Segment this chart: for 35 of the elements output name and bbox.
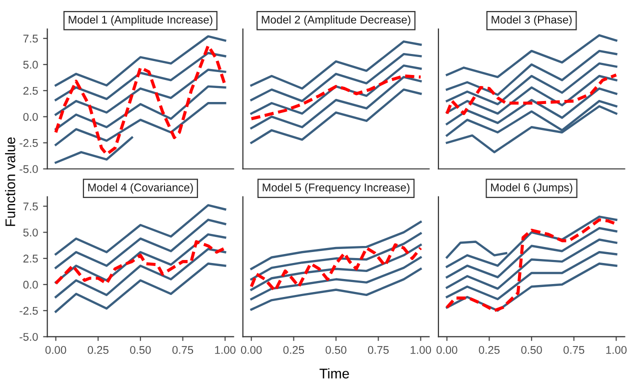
y-tick-label: 7.5 xyxy=(23,34,38,43)
x-tick-label: 1.00 xyxy=(410,346,432,354)
x-tick-label: 0.00 xyxy=(240,346,262,354)
y-tick-label: 5.0 xyxy=(23,228,38,236)
chart-title: Model 6 (Jumps) xyxy=(491,183,572,194)
y-tick-label: 0.0 xyxy=(23,112,38,121)
chart-title: Model 3 (Phase) xyxy=(492,15,572,26)
chart-title: Model 1 (Amplitude Increase) xyxy=(68,15,212,26)
y-tick-label: 2.5 xyxy=(23,86,38,95)
x-tick-label: 0.75 xyxy=(172,346,194,354)
y-tick-label: 5.0 xyxy=(23,60,38,69)
y-tick-label: -2.5 xyxy=(20,306,38,315)
chart-title: Model 2 (Amplitude Decrease) xyxy=(262,15,410,26)
x-tick-label: 0.75 xyxy=(564,346,584,354)
y-axis-title: Function value xyxy=(5,137,16,226)
x-tick-label: 0.75 xyxy=(368,346,389,354)
x-tick-label: 0.50 xyxy=(521,346,542,354)
y-tick-label: 7.5 xyxy=(23,202,38,210)
y-tick-label: -5.0 xyxy=(20,332,38,341)
x-tick-label: 1.00 xyxy=(606,346,627,354)
x-axis-title: Time xyxy=(320,368,349,378)
y-tick-label: -5.0 xyxy=(20,165,38,174)
x-tick-label: 0.00 xyxy=(436,346,458,354)
x-tick-label: 0.50 xyxy=(130,346,151,354)
y-tick-label: -2.5 xyxy=(20,139,38,147)
x-tick-label: 0.25 xyxy=(88,346,108,354)
chart-title: Model 5 (Frequency Increase) xyxy=(262,183,410,194)
x-tick-label: 1.00 xyxy=(215,346,236,354)
x-tick-label: 0.25 xyxy=(478,346,500,354)
y-tick-label: 2.5 xyxy=(23,254,38,263)
y-tick-label: 0.0 xyxy=(23,280,38,289)
x-tick-label: 0.00 xyxy=(45,346,66,354)
chart-title: Model 4 (Covariance) xyxy=(88,183,193,194)
x-tick-label: 0.25 xyxy=(283,346,304,354)
x-tick-label: 0.50 xyxy=(326,346,346,354)
